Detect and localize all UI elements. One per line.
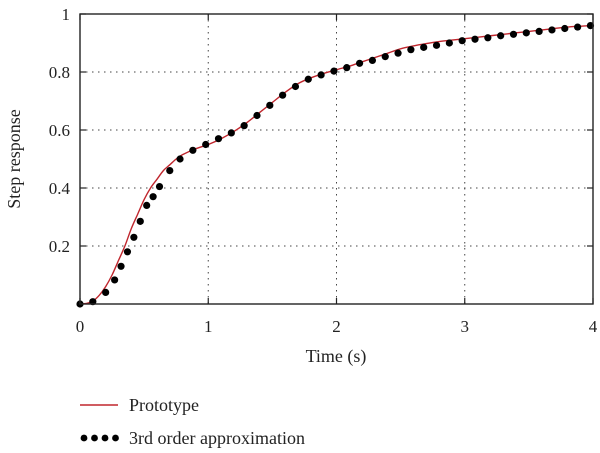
series-line-prototype [79,24,594,305]
data-point-approximation [202,140,210,149]
x-tick-label: 2 [332,317,341,336]
data-point-approximation [227,129,235,137]
data-point-approximation [291,82,300,91]
data-point-approximation [117,262,125,270]
x-axis-label: Time (s) [306,346,367,367]
y-tick-label: 0.8 [49,63,70,82]
data-point-approximation [420,43,428,51]
axis-ticks: 0 1 2 3 4 0.2 0.4 0.6 0.8 1 [49,5,598,336]
data-point-approximation [343,64,351,72]
data-point-approximation [535,27,543,35]
x-tick-label: 0 [76,317,85,336]
y-tick-label: 0.4 [49,179,71,198]
data-point-approximation [136,217,144,225]
y-tick-label: 0.2 [49,237,70,256]
legend-label-prototype: Prototype [129,395,199,415]
x-tick-label: 3 [461,317,470,336]
legend-dot [91,434,98,442]
data-point-approximation [497,32,505,40]
y-tick-label: 1 [62,5,71,24]
data-point-approximation [240,122,248,130]
data-point-approximation [130,233,138,241]
legend: Prototype 3rd order approximation [80,395,305,448]
data-point-approximation [123,248,132,256]
legend-swatch-approximation [80,434,119,442]
data-point-approximation [509,30,518,38]
data-point-approximation [548,26,556,34]
y-axis-label: Step response [4,109,24,208]
data-point-approximation [445,39,453,47]
data-point-approximation [214,135,223,143]
data-point-approximation [266,101,274,109]
legend-dot [112,434,119,442]
data-point-approximation [471,35,479,43]
data-point-approximation [561,24,569,33]
x-tick-label: 1 [204,317,213,336]
data-point-approximation [279,91,287,99]
grid-lines [80,14,593,304]
data-point-approximation [304,75,312,83]
data-point-approximation [330,67,338,75]
legend-dot [101,434,109,442]
series-layer [76,22,595,308]
data-point-approximation [317,71,325,79]
data-point-approximation [253,111,261,120]
x-tick-label: 4 [589,317,598,336]
data-point-approximation [368,56,377,64]
data-point-approximation [355,59,364,67]
data-point-approximation [432,41,441,49]
data-point-approximation [522,29,530,37]
data-point-approximation [407,46,415,54]
y-tick-label: 0.6 [49,121,70,140]
data-point-approximation [574,23,582,31]
data-point-approximation [143,201,151,209]
data-point-approximation [381,53,389,61]
data-point-approximation [458,37,466,45]
data-point-approximation [166,167,174,175]
data-point-approximation [155,182,164,191]
data-point-approximation [176,155,184,163]
legend-dot [80,434,88,442]
data-point-approximation [189,146,197,154]
data-point-approximation [149,193,157,201]
data-point-approximation [394,49,402,57]
data-point-approximation [484,34,492,42]
data-point-approximation [102,288,110,296]
data-point-approximation [111,276,119,284]
legend-label-approximation: 3rd order approximation [129,428,305,448]
data-point-approximation [586,22,595,30]
